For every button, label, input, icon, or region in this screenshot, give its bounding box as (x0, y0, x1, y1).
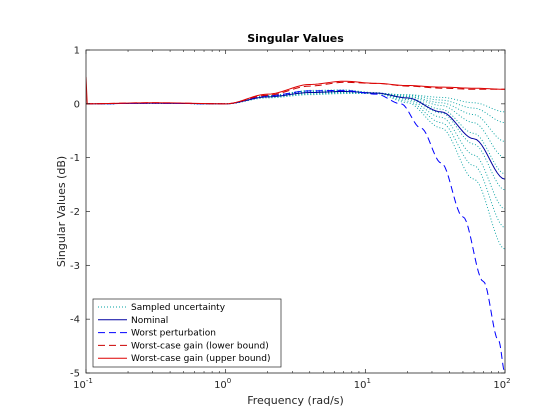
legend-label: Worst-case gain (upper bound) (131, 354, 270, 364)
x-tick-label: 10-1 (73, 377, 93, 391)
y-tick-label: -1 (70, 153, 80, 164)
y-tick-label: 1 (74, 46, 80, 57)
x-tick-label: 101 (354, 377, 371, 391)
y-tick-label: -4 (70, 315, 80, 326)
legend-label: Worst-case gain (lower bound) (131, 341, 269, 351)
y-tick-label: -2 (70, 207, 80, 218)
series-line-sampled-uncertainty-6 (86, 90, 505, 210)
x-tick-label: 102 (493, 377, 510, 391)
legend-label: Sampled uncertainty (131, 303, 226, 313)
chart-title: Singular Values (247, 32, 344, 45)
y-tick-label: -3 (70, 261, 80, 272)
legend-label: Worst perturbation (131, 329, 216, 339)
y-tick-label: 0 (74, 99, 80, 110)
series-line-sampled-uncertainty-1 (86, 92, 505, 142)
x-axis-label: Frequency (rad/s) (247, 394, 344, 407)
series-line-sampled-uncertainty-9 (86, 93, 505, 113)
series-line-sampled-uncertainty-3 (86, 91, 505, 159)
legend: Sampled uncertainty Nominal Worst perturba… (92, 298, 282, 368)
y-axis-label: Singular Values (dB) (55, 156, 68, 267)
legend-label: Nominal (131, 316, 168, 326)
y-tick-label: -5 (70, 369, 80, 380)
x-tick-label: 100 (214, 377, 231, 391)
series-line-worst-case-gain-upper-bound (86, 80, 505, 105)
series-line-sampled-uncertainty-4 (86, 92, 505, 175)
